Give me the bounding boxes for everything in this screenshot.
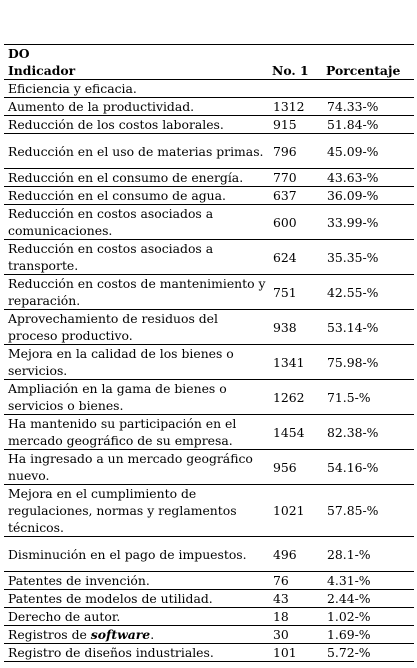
indicator-cell: Ha mantenido su participación en el merc… bbox=[4, 414, 268, 450]
table-row: Patentes de modelos de utilidad. 43 2.44-% bbox=[4, 589, 414, 608]
percent-cell: 54.16-% bbox=[322, 449, 414, 485]
table-row: Reducción en el consumo de energía. 770 43… bbox=[4, 168, 414, 187]
table-row: Reducción en costos de mantenimiento y r… bbox=[4, 274, 414, 310]
percent-cell: 33.99-% bbox=[322, 204, 414, 240]
header-row: Indicador No. 1 Porcentaje bbox=[4, 62, 414, 80]
percent-cell: 28.1-% bbox=[322, 536, 414, 572]
indicator-prefix: Registros de bbox=[8, 627, 91, 642]
count-cell: 915 bbox=[268, 115, 322, 134]
percent-cell: 36.09-% bbox=[322, 186, 414, 205]
table-row: Mejora en el cumplimiento de regulacione… bbox=[4, 484, 414, 537]
indicator-cell: Reducción en costos asociados a transpor… bbox=[4, 239, 268, 275]
indicator-cell: Registro de diseños industriales. bbox=[4, 643, 268, 662]
count-cell: 956 bbox=[268, 449, 322, 485]
indicator-cell: Patentes de invención. bbox=[4, 571, 268, 590]
count-cell: 1312 bbox=[268, 97, 322, 116]
count-cell: 770 bbox=[268, 168, 322, 187]
section-row: Eficiencia y eficacia. bbox=[4, 79, 414, 98]
indicator-cell: Reducción en el consumo de energía. bbox=[4, 168, 268, 187]
percent-cell: 2.44-% bbox=[322, 589, 414, 608]
table-row: Reducción en el consumo de agua. 637 36.09… bbox=[4, 186, 414, 205]
table-row: Disminución en el pago de impuestos. 496 2… bbox=[4, 536, 414, 572]
percent-cell: 75.98-% bbox=[322, 344, 414, 380]
indicator-emphasis: software bbox=[90, 627, 151, 642]
table-row: Reducción en costos asociados a transpor… bbox=[4, 239, 414, 275]
table-row: Ampliación en la gama de bienes o servic… bbox=[4, 379, 414, 415]
table-row: Aprovechamiento de residuos del proceso … bbox=[4, 309, 414, 345]
results-table-container: DO Indicador No. 1 Porcentaje Eficiencia… bbox=[4, 44, 414, 662]
indicator-cell: Aumento de la productividad. bbox=[4, 97, 268, 116]
percent-cell: 53.14-% bbox=[322, 309, 414, 345]
count-cell: 43 bbox=[268, 589, 322, 608]
table-row: Derecho de autor. 18 1.02-% bbox=[4, 607, 414, 626]
indicator-cell: Aprovechamiento de residuos del proceso … bbox=[4, 309, 268, 345]
table-row: Registros de software. 30 1.69-% bbox=[4, 625, 414, 644]
count-cell: 18 bbox=[268, 607, 322, 626]
group-label-row: DO bbox=[4, 44, 414, 62]
percent-cell: 74.33-% bbox=[322, 97, 414, 116]
indicator-cell: Mejora en el cumplimiento de regulacione… bbox=[4, 484, 268, 537]
table-row: Registro de diseños industriales. 101 5.72… bbox=[4, 643, 414, 662]
header-indicator: Indicador bbox=[4, 62, 268, 80]
count-cell: 796 bbox=[268, 133, 322, 169]
count-cell: 496 bbox=[268, 536, 322, 572]
table-row: Patentes de invención. 76 4.31-% bbox=[4, 571, 414, 590]
indicator-cell: Mejora en la calidad de los bienes o ser… bbox=[4, 344, 268, 380]
percent-cell: 57.85-% bbox=[322, 484, 414, 537]
count-cell: 938 bbox=[268, 309, 322, 345]
table-row: Ha mantenido su participación en el merc… bbox=[4, 414, 414, 450]
indicator-cell: Reducción de los costos laborales. bbox=[4, 115, 268, 134]
table-row: Reducción en costos asociados a comunica… bbox=[4, 204, 414, 240]
indicator-cell: Derecho de autor. bbox=[4, 607, 268, 626]
table-row: Reducción de los costos laborales. 915 51.… bbox=[4, 115, 414, 134]
percent-cell: 35.35-% bbox=[322, 239, 414, 275]
indicator-cell: Reducción en el consumo de agua. bbox=[4, 186, 268, 205]
count-cell: 1341 bbox=[268, 344, 322, 380]
header-count: No. 1 bbox=[268, 62, 322, 80]
percent-cell: 45.09-% bbox=[322, 133, 414, 169]
table-row: Ha ingresado a un mercado geográfico nue… bbox=[4, 449, 414, 485]
section-label: Eficiencia y eficacia. bbox=[4, 79, 414, 98]
results-table: DO Indicador No. 1 Porcentaje Eficiencia… bbox=[4, 44, 414, 662]
group-label: DO bbox=[4, 44, 414, 62]
percent-cell: 51.84-% bbox=[322, 115, 414, 134]
table-row: Aumento de la productividad. 1312 74.33-% bbox=[4, 97, 414, 116]
table-row: Reducción en el uso de materias primas. 7… bbox=[4, 133, 414, 169]
table-row: Mejora en la calidad de los bienes o ser… bbox=[4, 344, 414, 380]
indicator-cell: Disminución en el pago de impuestos. bbox=[4, 536, 268, 572]
percent-cell: 1.69-% bbox=[322, 625, 414, 644]
percent-cell: 42.55-% bbox=[322, 274, 414, 310]
indicator-suffix: . bbox=[150, 627, 155, 642]
count-cell: 30 bbox=[268, 625, 322, 644]
header-percent: Porcentaje bbox=[322, 62, 414, 80]
percent-cell: 1.02-% bbox=[322, 607, 414, 626]
percent-cell: 4.31-% bbox=[322, 571, 414, 590]
count-cell: 600 bbox=[268, 204, 322, 240]
count-cell: 1454 bbox=[268, 414, 322, 450]
percent-cell: 5.72-% bbox=[322, 643, 414, 662]
percent-cell: 71.5-% bbox=[322, 379, 414, 415]
count-cell: 101 bbox=[268, 643, 322, 662]
count-cell: 1262 bbox=[268, 379, 322, 415]
indicator-cell: Registros de software. bbox=[4, 625, 268, 644]
percent-cell: 43.63-% bbox=[322, 168, 414, 187]
count-cell: 1021 bbox=[268, 484, 322, 537]
indicator-cell: Reducción en costos asociados a comunica… bbox=[4, 204, 268, 240]
percent-cell: 82.38-% bbox=[322, 414, 414, 450]
indicator-cell: Patentes de modelos de utilidad. bbox=[4, 589, 268, 608]
count-cell: 76 bbox=[268, 571, 322, 590]
indicator-cell: Ampliación en la gama de bienes o servic… bbox=[4, 379, 268, 415]
count-cell: 624 bbox=[268, 239, 322, 275]
indicator-cell: Ha ingresado a un mercado geográfico nue… bbox=[4, 449, 268, 485]
indicator-cell: Reducción en el uso de materias primas. bbox=[4, 133, 268, 169]
count-cell: 751 bbox=[268, 274, 322, 310]
count-cell: 637 bbox=[268, 186, 322, 205]
indicator-cell: Reducción en costos de mantenimiento y r… bbox=[4, 274, 268, 310]
